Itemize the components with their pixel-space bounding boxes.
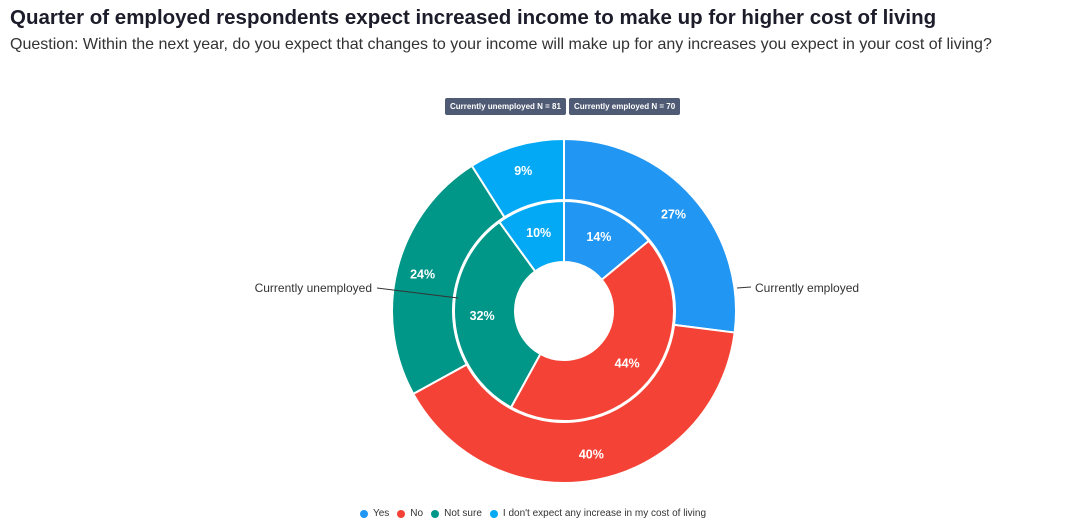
chart-title: Quarter of employed respondents expect i… bbox=[10, 6, 937, 29]
chart-subtitle: Question: Within the next year, do you e… bbox=[10, 36, 992, 53]
inner-slice-no-increase[interactable] bbox=[497, 199, 565, 273]
unemployed-n-badge: Currently unemployed N = 81 bbox=[445, 98, 566, 115]
legend-item-yes[interactable]: Yes bbox=[359, 508, 390, 519]
legend-label-not-sure: Not sure bbox=[444, 508, 482, 519]
inner-slice-label-no-increase: 10% bbox=[526, 226, 551, 240]
legend-dot-no bbox=[397, 509, 406, 518]
inner-ring bbox=[453, 199, 675, 422]
donut-chart: 27% 40% 24% 9% 14% 44% 32% 10% Currently employ… bbox=[255, 137, 859, 485]
outer-slice-label-no-increase: 9% bbox=[514, 164, 532, 178]
legend-item-not-sure[interactable]: Not sure bbox=[431, 508, 482, 519]
chart-legend: Yes No Not sure I don't expect any incre… bbox=[0, 508, 1066, 519]
outer-slice-label-no: 40% bbox=[579, 447, 604, 461]
outer-slice-label-yes: 27% bbox=[661, 207, 686, 221]
inner-slice-no[interactable] bbox=[509, 239, 675, 422]
unemployed-callout-line bbox=[376, 287, 459, 299]
employed-ring-label: Currently employed bbox=[755, 281, 859, 295]
inner-slice-label-no: 44% bbox=[615, 356, 640, 370]
employed-callout-line bbox=[736, 286, 752, 289]
legend-label-no: No bbox=[410, 508, 424, 519]
legend-label-yes: Yes bbox=[372, 508, 390, 519]
outer-ring bbox=[391, 137, 737, 485]
legend-item-no-increase[interactable]: I don't expect any increase in my cost o… bbox=[489, 508, 707, 519]
legend-dot-no-increase bbox=[489, 509, 498, 518]
slice-labels: 27% 40% 24% 9% 14% 44% 32% 10% bbox=[410, 164, 686, 462]
legend-item-no[interactable]: No bbox=[397, 508, 423, 519]
inner-slice-label-not-sure: 32% bbox=[470, 309, 495, 323]
legend-label-no-increase: I don't expect any increase in my cost o… bbox=[502, 508, 707, 519]
ring-callouts: Currently employed Currently unemployed bbox=[255, 281, 859, 299]
inner-slice-not-sure[interactable] bbox=[453, 220, 542, 409]
legend-dot-not-sure bbox=[431, 509, 440, 518]
outer-slice-label-not-sure: 24% bbox=[410, 268, 435, 282]
employed-n-badge: Currently employed N = 70 bbox=[569, 98, 681, 115]
unemployed-ring-label: Currently unemployed bbox=[255, 281, 372, 295]
inner-slice-label-yes: 14% bbox=[586, 230, 611, 244]
legend-dot-yes bbox=[359, 509, 368, 518]
